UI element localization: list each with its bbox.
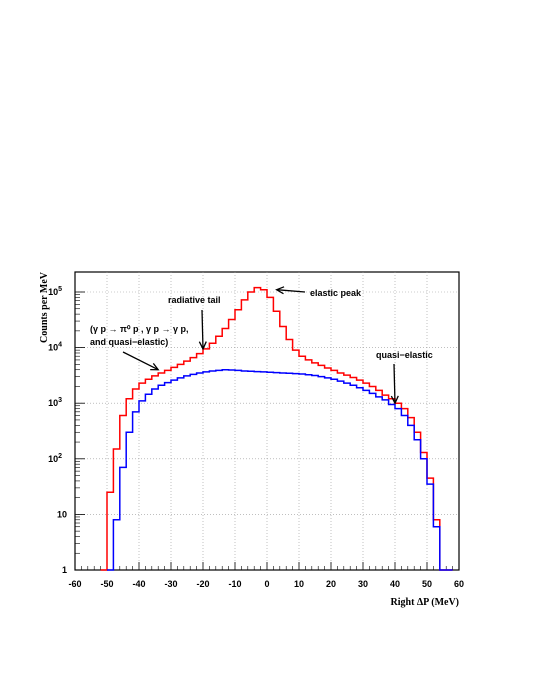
histogram-series-blue bbox=[107, 368, 453, 571]
annotation-elastic-peak: elastic peak bbox=[310, 288, 362, 298]
annotation-arrow-elastic-peak bbox=[276, 289, 306, 293]
x-tick-label: 50 bbox=[422, 579, 432, 589]
x-tick-label: -40 bbox=[132, 579, 145, 589]
annotation-arrowhead-quasi-elastic bbox=[390, 395, 399, 405]
x-tick-label: 30 bbox=[358, 579, 368, 589]
y-tick-label: 105 bbox=[48, 286, 62, 297]
y-tick-label: 103 bbox=[48, 397, 62, 408]
x-axis-title: Right ΔP (MeV) bbox=[391, 597, 459, 608]
annotations: elastic peak radiative tail quasi−elastic (… bbox=[90, 286, 433, 405]
annotation-arrowhead-elastic-peak bbox=[275, 286, 285, 295]
axis-ticks: -60 -50 -40 -30 -20 -10 0 10 20 30 40 50 60 1 10 102 103… bbox=[48, 286, 464, 589]
annotation-quasi-elastic: quasi−elastic bbox=[376, 350, 433, 360]
series-group bbox=[100, 286, 453, 571]
x-tick-label: 0 bbox=[264, 579, 269, 589]
x-tick-label: -60 bbox=[68, 579, 81, 589]
x-tick-label: -10 bbox=[228, 579, 241, 589]
annotation-arrow-quasi-elastic bbox=[393, 363, 396, 404]
annotation-arrowhead-background-processes bbox=[150, 362, 160, 371]
annotation-arrow-background-processes bbox=[122, 351, 159, 371]
annotation-arrowhead-radiative-tail bbox=[198, 341, 207, 351]
x-tick-label: 10 bbox=[294, 579, 304, 589]
x-tick-label: -30 bbox=[164, 579, 177, 589]
y-tick-label: 104 bbox=[48, 342, 62, 353]
y-tick-label: 10 bbox=[57, 509, 67, 519]
annotation-arrow-radiative-tail bbox=[201, 309, 204, 349]
x-tick-label: 20 bbox=[326, 579, 336, 589]
x-tick-label: 40 bbox=[390, 579, 400, 589]
x-tick-label: -20 bbox=[196, 579, 209, 589]
annotation-background-processes: (γ p → π⁰ p , γ p → γ p, and quasi−elasti… bbox=[90, 324, 189, 347]
y-axis-title: Counts per MeV bbox=[39, 271, 50, 343]
x-tick-label: 60 bbox=[454, 579, 464, 589]
x-tick-label: -50 bbox=[100, 579, 113, 589]
y-tick-label: 102 bbox=[48, 453, 62, 464]
annotation-radiative-tail: radiative tail bbox=[168, 295, 221, 305]
y-tick-label: 1 bbox=[62, 565, 67, 575]
histogram-series-red bbox=[100, 286, 453, 571]
